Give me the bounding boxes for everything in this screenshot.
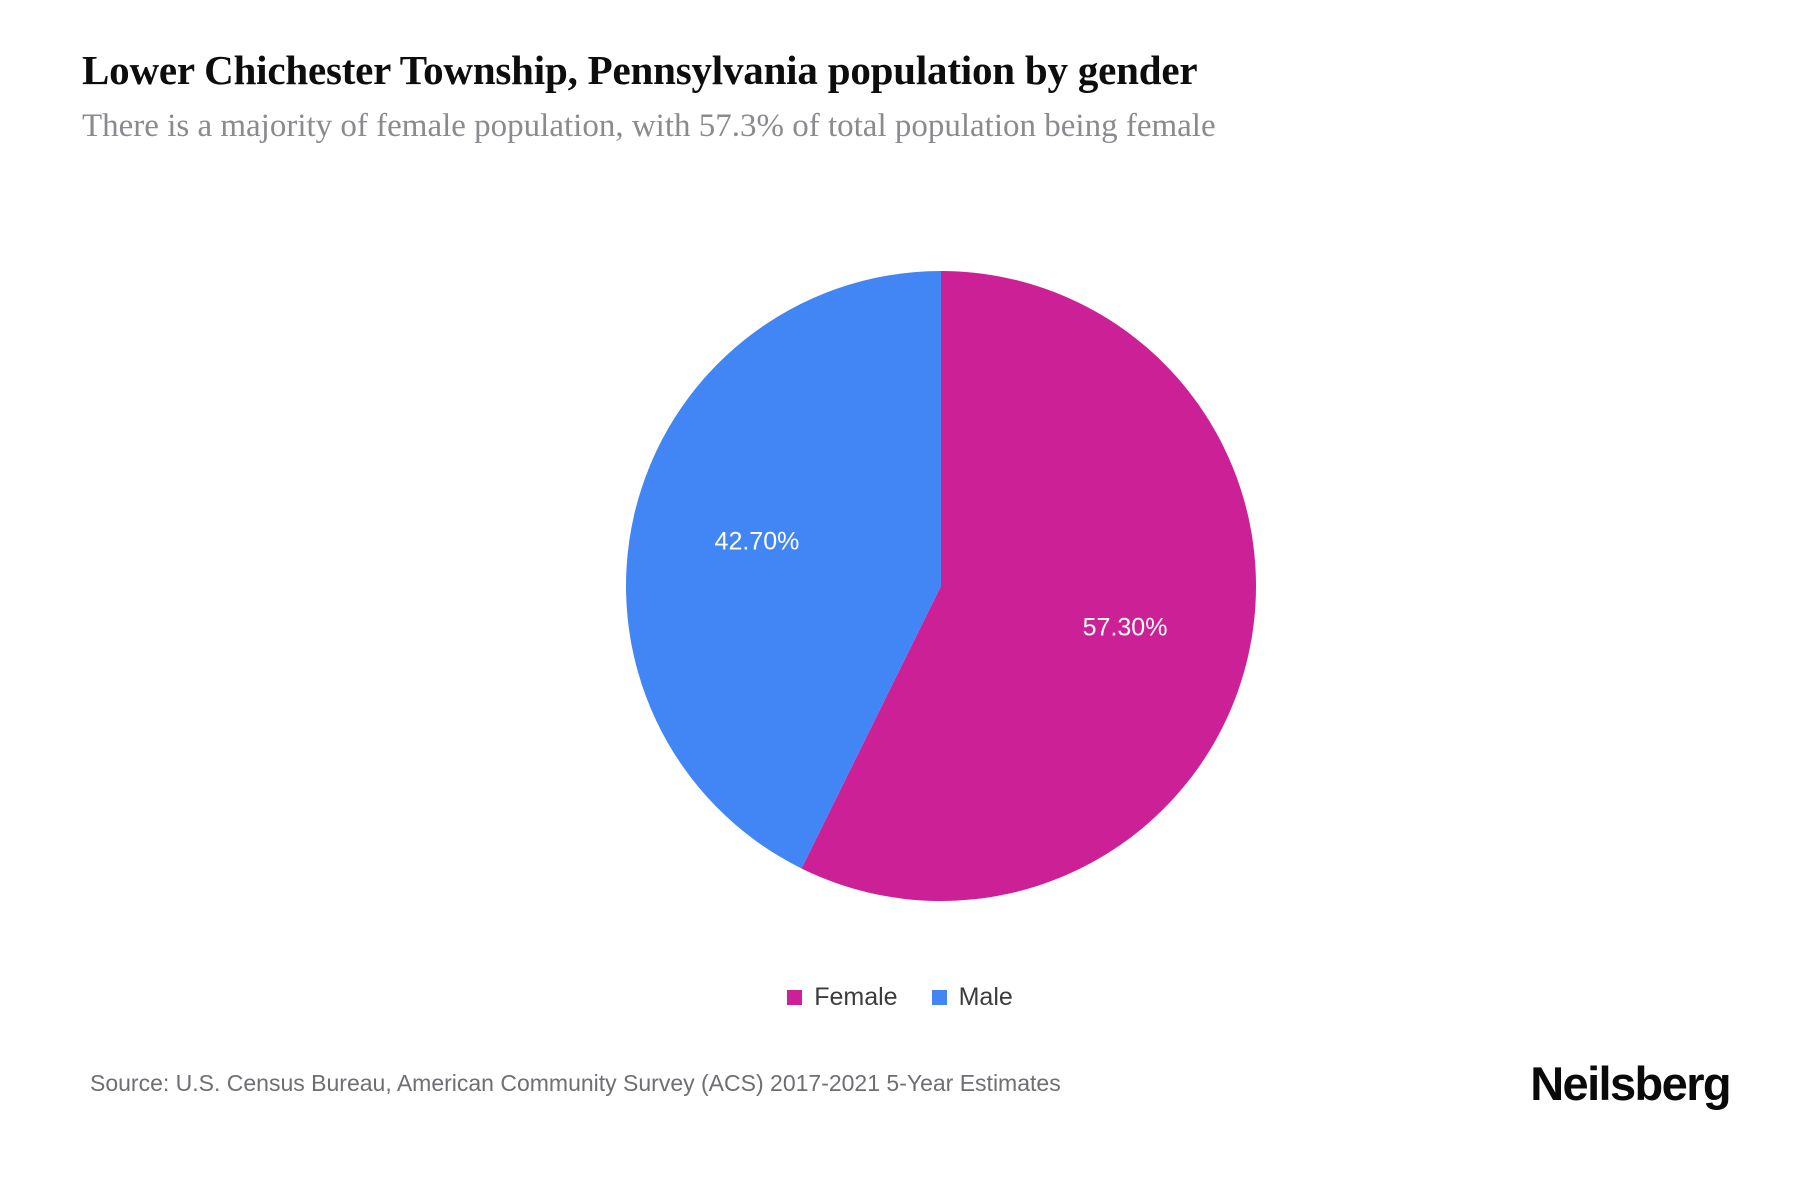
pie-slice-male[interactable] <box>626 271 941 869</box>
legend-item-male[interactable]: Male <box>931 983 1013 1011</box>
brand-logo: Neilsberg <box>1530 1057 1731 1110</box>
pie-chart: 57.30% 42.70% <box>626 271 1257 902</box>
pie-slice-label-male: 42.70% <box>715 528 800 556</box>
legend-item-female[interactable]: Female <box>787 983 898 1011</box>
page-title: Lower Chichester Township, Pennsylvania … <box>82 47 1198 93</box>
chart-header: Lower Chichester Township, Pennsylvania … <box>82 47 1722 146</box>
pie-slices <box>626 271 1257 902</box>
legend-label-female: Female <box>814 983 898 1011</box>
legend-swatch-female-icon <box>787 990 803 1005</box>
source-note: Source: U.S. Census Bureau, American Com… <box>90 1070 1061 1096</box>
pie-slice-female[interactable] <box>801 271 1257 902</box>
pie-slice-labels: 57.30% 42.70% <box>715 528 1168 642</box>
chart-legend: Female Male <box>0 985 1800 1010</box>
pie-slice-label-female: 57.30% <box>1083 614 1168 642</box>
legend-swatch-male-icon <box>931 990 947 1005</box>
legend-label-male: Male <box>958 983 1013 1011</box>
chart-subtitle: There is a majority of female population… <box>82 107 1216 144</box>
